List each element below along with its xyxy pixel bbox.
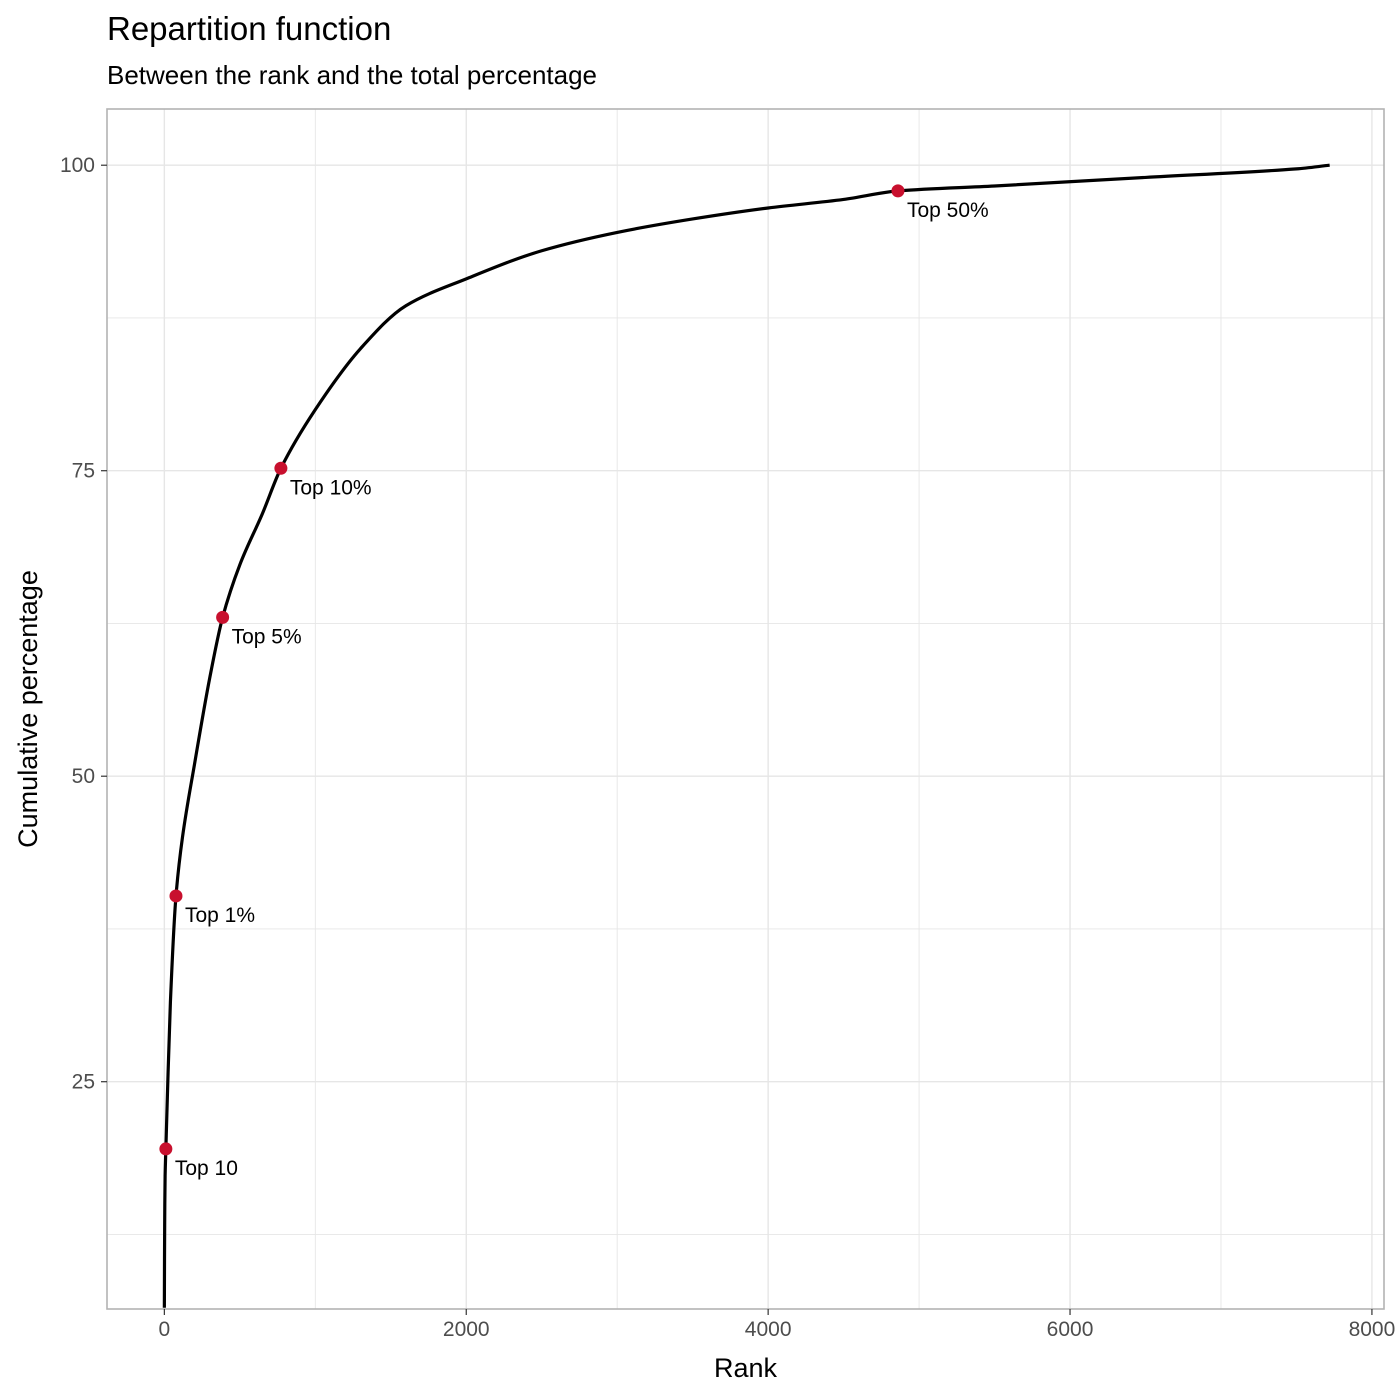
chart-title: Repartition function bbox=[107, 10, 392, 47]
highlight-point bbox=[274, 461, 288, 475]
x-tick-label: 6000 bbox=[1047, 1318, 1094, 1341]
cumulative-line bbox=[162, 163, 1330, 1308]
point-label: Top 1% bbox=[185, 904, 255, 927]
point-label: Top 5% bbox=[232, 625, 302, 648]
y-axis-ticks: 25 50 75 100 bbox=[60, 154, 107, 1094]
x-tick-label: 2000 bbox=[443, 1318, 490, 1341]
point-label: Top 50% bbox=[907, 199, 989, 222]
x-tick-label: 8000 bbox=[1349, 1318, 1396, 1341]
major-gridlines bbox=[107, 109, 1384, 1309]
y-tick-label: 50 bbox=[72, 765, 95, 788]
minor-gridlines bbox=[107, 109, 1384, 1309]
y-tick-label: 100 bbox=[60, 154, 95, 177]
x-axis-ticks: 0 2000 4000 6000 8000 bbox=[159, 1309, 1396, 1341]
highlight-point bbox=[216, 610, 230, 624]
y-tick-label: 75 bbox=[72, 460, 95, 483]
highlight-point bbox=[169, 889, 183, 903]
highlight-point bbox=[891, 184, 905, 198]
point-label: Top 10% bbox=[290, 476, 372, 499]
labeled-points: Top 10 Top 1% Top 5% Top 10% Top 50% bbox=[159, 184, 989, 1180]
panel-border bbox=[106, 108, 1385, 1310]
x-axis-title: Rank bbox=[714, 1353, 778, 1383]
highlight-point bbox=[159, 1142, 173, 1156]
x-tick-label: 4000 bbox=[745, 1318, 792, 1341]
point-label: Top 10 bbox=[175, 1157, 238, 1180]
y-axis-title: Cumulative percentage bbox=[13, 570, 43, 848]
chart-subtitle: Between the rank and the total percentag… bbox=[107, 60, 598, 90]
y-tick-label: 25 bbox=[72, 1071, 95, 1094]
x-tick-label: 0 bbox=[159, 1318, 171, 1341]
